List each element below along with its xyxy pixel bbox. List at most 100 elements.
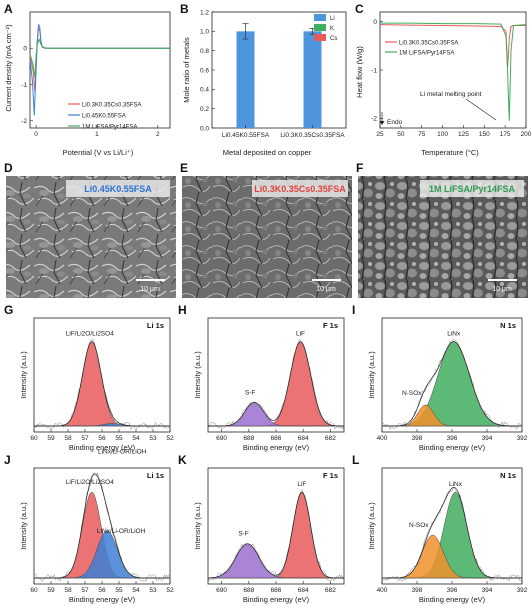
panel-c-legend: Li0.3K0.35Cs0.35FSA 1M LiFSA/Pyr14FSA	[385, 41, 458, 57]
panel-l-xtick-label: 400	[377, 587, 388, 594]
panel-c-xlabel: Temperature (°C)	[421, 148, 479, 157]
panel-j: J Li 1s Intensity (a.u.) Binding energy (eV…	[4, 453, 174, 604]
panel-d: D Li0.45K0.55FSA 10 μm	[4, 161, 176, 298]
panel-i-xtick-label: 392	[517, 435, 528, 442]
panel-c-endo-arrowhead	[379, 121, 385, 125]
panel-b-ytick-label: 0.4	[200, 87, 209, 94]
panel-k-envelope	[208, 491, 344, 579]
panel-j-xtick-label: 53	[149, 587, 157, 594]
panel-c-ytick-label: 0	[373, 19, 377, 26]
panel-g-xtick-label: 57	[81, 435, 89, 442]
panel-h-xlabel: Binding energy (eV)	[243, 443, 310, 452]
panel-letter-j: J	[4, 453, 11, 467]
scale-label-d: 10 μm	[140, 286, 160, 293]
panel-c-xtick-label: 75	[418, 131, 426, 138]
panel-h-peak-label-1: LiF	[296, 331, 305, 338]
legend-swatch-b-3	[314, 34, 326, 41]
panel-l-xtick-label: 398	[412, 587, 423, 594]
panel-j-xtick-label: 52	[166, 587, 174, 594]
panel-k-ylabel: Intensity (a.u.)	[193, 502, 202, 550]
panel-g-xtick-label: 58	[64, 435, 72, 442]
panel-l-peak-label-2: N-SOx	[409, 522, 429, 529]
scale-label-e: 10 μm	[316, 286, 336, 293]
panel-a-frame	[29, 11, 171, 129]
sem-label-bg-d	[66, 180, 170, 197]
panel-g-title: Li 1s	[147, 321, 164, 330]
panel-c-ylabel: Heat flow (W/g)	[355, 46, 364, 98]
panel-c-ytick-label: -1	[371, 67, 377, 74]
panel-g-xtick-label: 56	[98, 435, 106, 442]
panel-k-xtick-label: 686	[271, 587, 282, 594]
panel-b-xtick-label: Li0.45K0.55FSA	[222, 132, 270, 139]
scale-label-f: 10 μm	[492, 286, 512, 293]
panel-a-series-1	[29, 26, 170, 92]
legend-c-2: 1M LiFSA/Pyr14FSA	[399, 51, 454, 57]
panel-h-title: F 1s	[323, 321, 338, 330]
panel-a-series-3	[29, 37, 170, 78]
legend-a-3: 1M LiFSA/Pyr14FSA	[82, 125, 137, 131]
panel-j-envelope	[34, 473, 170, 579]
panel-h-xtick-label: 682	[325, 435, 336, 442]
sem-label-bg-e	[252, 180, 348, 197]
panel-k-xtick-label: 690	[216, 587, 227, 594]
panel-j-xtick-label: 58	[64, 587, 72, 594]
panel-g-xtick-label: 53	[149, 435, 157, 442]
panel-b-xlabel: Metal deposited on copper	[223, 148, 312, 157]
panel-b-plot: 0.0 0.2 0.4 0.6 0.8 1.0 1.2 Li0.45K0.55FSA Li0.3…	[200, 9, 347, 139]
panel-g-peak-1	[34, 341, 170, 427]
panel-a-ylabel: Current density (mA cm⁻²)	[4, 24, 13, 112]
panel-l-ylabel: Intensity (a.u.)	[367, 502, 376, 550]
panel-a-plot: 0 1 2 -2 -1 0	[21, 11, 171, 138]
panel-h-peak-label-2: S-F	[245, 389, 256, 396]
panel-l-peak-label-1: LiNx	[449, 481, 463, 488]
panel-c: C Heat flow (W/g) Temperature (°C) 25 50 7…	[355, 2, 531, 157]
panel-a: A Current density (mA cm⁻²) Potential (V…	[4, 2, 171, 157]
panel-a-ytick-label: -2	[21, 118, 27, 125]
legend-b-3: Cs	[330, 36, 337, 42]
panel-j-peak-label-1: LiF/Li2O/Li2SO4	[66, 479, 114, 486]
panel-letter-d: D	[4, 161, 13, 175]
panel-a-legend: Li0.3K0.35Cs0.35FSA Li0.45K0.55FSA 1M Li…	[68, 103, 141, 131]
panel-f: F 1M LiFSA/Pyr14FSA 10 μm	[356, 161, 528, 298]
panel-a-xlabel: Potential (V vs Li/Li⁺)	[63, 148, 134, 157]
panel-b-xtick-label: Li0.3K0.35Cs0.35FSA	[280, 132, 345, 139]
panel-b-bar-li-1	[236, 31, 255, 128]
panel-i-peak-label-1: LiNx	[447, 331, 461, 338]
panel-c-xtick-label: 25	[376, 131, 384, 138]
panel-j-peak-label-2: LiNx/Li-OR/LiOH	[97, 528, 146, 535]
panel-l-title: N 1s	[500, 471, 516, 480]
panel-c-annotation: Li metal melting point	[420, 91, 482, 98]
panel-k-xtick-label: 682	[325, 587, 336, 594]
panel-j-peak-2	[34, 530, 170, 579]
panel-k-xtick-label: 684	[298, 587, 309, 594]
panel-h: H F 1s Intensity (a.u.) Binding energy (eV)…	[178, 303, 345, 452]
panel-k-xtick-label: 688	[243, 587, 254, 594]
panel-i-peak-label-2: N-SOx	[402, 390, 422, 397]
panel-g-xtick-label: 52	[166, 435, 174, 442]
panel-j-xlabel: Binding energy (eV)	[69, 595, 136, 604]
sem-label-f: 1M LiFSA/Pyr14FSA	[429, 184, 516, 194]
panel-letter-c: C	[355, 2, 364, 16]
panel-c-annotation-arrow	[465, 98, 497, 121]
panel-i-xtick-label: 398	[412, 435, 423, 442]
panel-g-xtick-label: 55	[115, 435, 123, 442]
panel-letter-g: G	[4, 303, 13, 317]
panel-l-peak-1	[382, 491, 522, 579]
panel-b-ytick-label: 0.8	[200, 48, 209, 55]
panel-a-ytick-label: -1	[21, 82, 27, 89]
panel-h-ylabel: Intensity (a.u.)	[193, 351, 202, 399]
panel-h-xtick-label: 684	[298, 435, 309, 442]
panel-j-xtick-label: 57	[81, 587, 89, 594]
panel-k-peak-label-1: LiF	[297, 481, 306, 488]
panel-g-xtick-label: 60	[30, 435, 38, 442]
panel-c-plot: 25 50 75 100 125 150 175 200 -2 -1 0	[371, 11, 531, 138]
panel-c-xtick-label: 150	[479, 131, 490, 138]
panel-c-series-2	[380, 22, 527, 121]
panel-h-envelope	[208, 341, 344, 427]
panel-g: G Li 1s Intensity (a.u.) Binding energy (eV…	[4, 303, 174, 455]
panel-i-xtick-label: 396	[447, 435, 458, 442]
panel-l-envelope	[382, 487, 522, 579]
panel-b-ytick-label: 1.0	[200, 29, 209, 36]
panel-letter-e: E	[180, 161, 188, 175]
